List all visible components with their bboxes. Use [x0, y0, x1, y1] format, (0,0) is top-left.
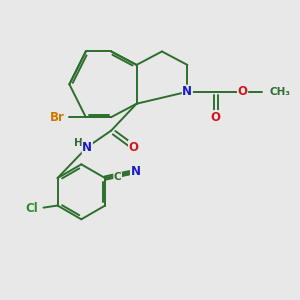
Text: H: H [74, 137, 83, 148]
Text: N: N [182, 85, 192, 98]
Text: CH₃: CH₃ [269, 87, 290, 97]
Text: Br: Br [50, 111, 65, 124]
Text: O: O [238, 85, 248, 98]
Text: O: O [129, 140, 139, 154]
Text: C: C [114, 172, 122, 182]
Text: N: N [82, 140, 92, 154]
Text: Cl: Cl [26, 202, 38, 215]
Text: N: N [130, 165, 141, 178]
Text: O: O [211, 111, 221, 124]
